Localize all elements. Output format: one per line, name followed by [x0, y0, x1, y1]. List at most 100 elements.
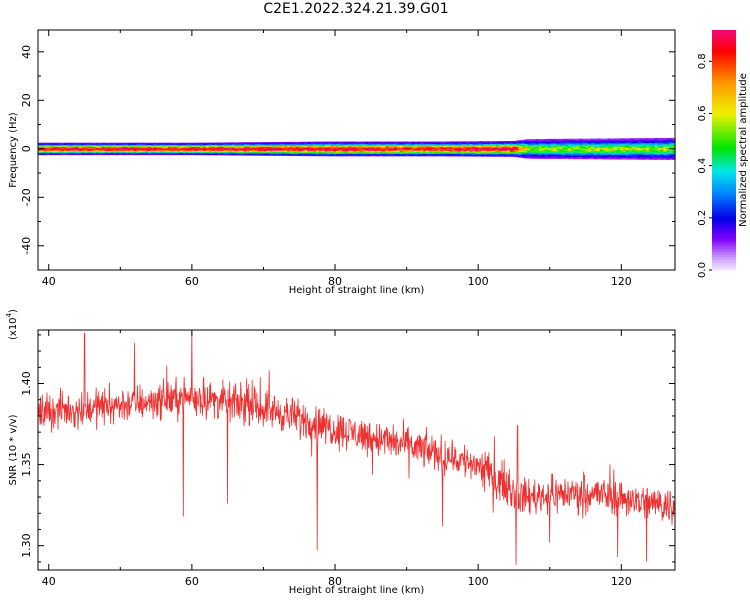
heatmap-cell — [127, 154, 132, 156]
heatmap-cell — [81, 144, 85, 146]
heatmap-cell — [596, 141, 601, 144]
heatmap-cell — [368, 144, 372, 146]
heatmap-cell — [593, 151, 598, 153]
heatmap-cell — [397, 148, 401, 150]
heatmap-cell — [423, 150, 427, 152]
heatmap-cell — [376, 141, 381, 143]
heatmap-cell — [150, 149, 155, 151]
heatmap-cell — [40, 150, 45, 152]
heatmap-cell — [220, 154, 224, 156]
heatmap-cell — [145, 146, 149, 148]
colorbar-cell — [712, 173, 736, 177]
heatmap-cell — [208, 153, 213, 155]
heatmap-cell — [61, 151, 65, 153]
heatmap-cell — [38, 146, 42, 148]
heatmap-cell — [446, 154, 450, 156]
heatmap-cell — [197, 150, 201, 152]
heatmap-cell — [145, 152, 149, 154]
heatmap-cell — [564, 157, 569, 160]
heatmap-cell — [292, 147, 297, 149]
heatmap-cell — [40, 145, 45, 147]
heatmap-cell — [240, 145, 245, 147]
heatmap-cell — [530, 142, 534, 144]
heatmap-cell — [564, 156, 569, 158]
heatmap-cell — [179, 142, 184, 144]
heatmap-cell — [61, 152, 65, 154]
heatmap-cell — [113, 152, 117, 154]
heatmap-cell — [342, 145, 346, 147]
heatmap-cell — [342, 150, 346, 152]
heatmap-cell — [373, 151, 378, 153]
heatmap-cell — [121, 154, 126, 156]
heatmap-cell — [425, 149, 430, 151]
heatmap-cell — [104, 149, 109, 151]
heatmap-cell — [107, 151, 111, 153]
heatmap-cell — [619, 146, 624, 148]
heatmap-cell — [443, 142, 447, 144]
heatmap-cell — [608, 156, 612, 159]
colorbar-cell — [712, 30, 736, 34]
heatmap-cell — [156, 149, 161, 151]
heatmap-cell — [301, 155, 305, 157]
heatmap-cell — [72, 151, 77, 153]
heatmap-cell — [669, 145, 673, 147]
heatmap-cell — [197, 152, 201, 154]
heatmap-cell — [52, 146, 56, 148]
heatmap-cell — [220, 143, 224, 145]
heatmap-cell — [550, 138, 554, 141]
heatmap-cell — [310, 145, 314, 147]
heatmap-cell — [599, 143, 604, 145]
heatmap-cell — [217, 153, 222, 155]
heatmap-cell — [391, 149, 395, 151]
heatmap-cell — [162, 145, 166, 147]
heatmap-cell — [631, 144, 636, 146]
heatmap-cell — [591, 146, 595, 148]
heatmap-cell — [507, 141, 511, 144]
heatmap-cell — [258, 145, 262, 147]
heatmap-cell — [634, 141, 638, 144]
heatmap-cell — [168, 145, 172, 147]
heatmap-cell — [437, 144, 442, 146]
heatmap-cell — [176, 142, 181, 144]
heatmap-cell — [64, 154, 68, 156]
heatmap-cell — [87, 146, 91, 148]
heatmap-cell — [194, 148, 198, 150]
heatmap-cell — [414, 145, 418, 147]
heatmap-cell — [654, 140, 659, 142]
heatmap-cell — [40, 146, 45, 148]
heatmap-cell — [648, 147, 653, 150]
heatmap-cell — [515, 146, 520, 148]
heatmap-cell — [255, 148, 259, 150]
heatmap-cell — [333, 154, 337, 156]
heatmap-cell — [593, 140, 598, 143]
heatmap-cell — [640, 139, 644, 141]
heatmap-cell — [654, 151, 659, 153]
heatmap-cell — [58, 154, 62, 156]
heatmap-cell — [249, 144, 253, 146]
heatmap-cell — [634, 146, 638, 148]
colorbar-cell — [712, 199, 736, 203]
heatmap-cell — [585, 143, 589, 145]
heatmap-cell — [507, 154, 511, 156]
heatmap-cell — [298, 152, 303, 154]
colorbar-cell — [712, 157, 736, 161]
heatmap-cell — [646, 157, 650, 159]
heatmap-cell — [385, 141, 389, 143]
heatmap-cell — [38, 150, 42, 152]
colorbar-cell — [712, 178, 736, 182]
heatmap-cell — [313, 141, 317, 143]
heatmap-cell — [324, 150, 329, 152]
heatmap-cell — [475, 148, 479, 150]
heatmap-cell — [538, 157, 543, 159]
heatmap-cell — [492, 144, 497, 146]
heatmap-cell — [260, 142, 265, 144]
heatmap-cell — [249, 148, 253, 150]
heatmap-cell — [84, 154, 88, 156]
heatmap-cell — [370, 147, 375, 150]
heatmap-cell — [660, 154, 665, 157]
heatmap-cell — [402, 147, 407, 150]
heatmap-cell — [486, 148, 491, 150]
heatmap-cell — [567, 153, 572, 155]
heatmap-cell — [119, 153, 123, 155]
heatmap-cell — [423, 147, 427, 150]
